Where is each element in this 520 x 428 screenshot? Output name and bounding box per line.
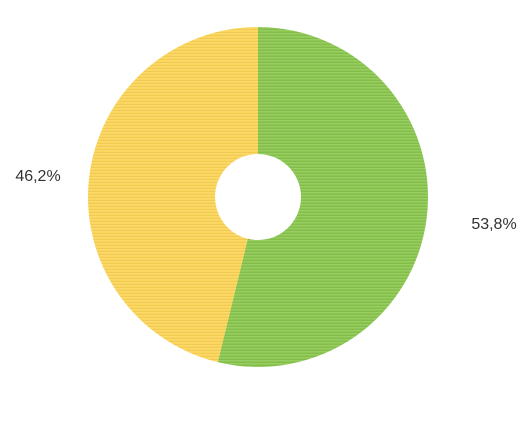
donut-slice-texture-1	[217, 27, 428, 367]
donut-slices	[87, 27, 428, 367]
slice-labels: 53,8% 46,2%	[15, 168, 516, 233]
slice-label-1: 53,8%	[471, 216, 516, 233]
slice-label-2: 46,2%	[15, 168, 60, 185]
donut-slice-texture-2	[87, 27, 258, 363]
